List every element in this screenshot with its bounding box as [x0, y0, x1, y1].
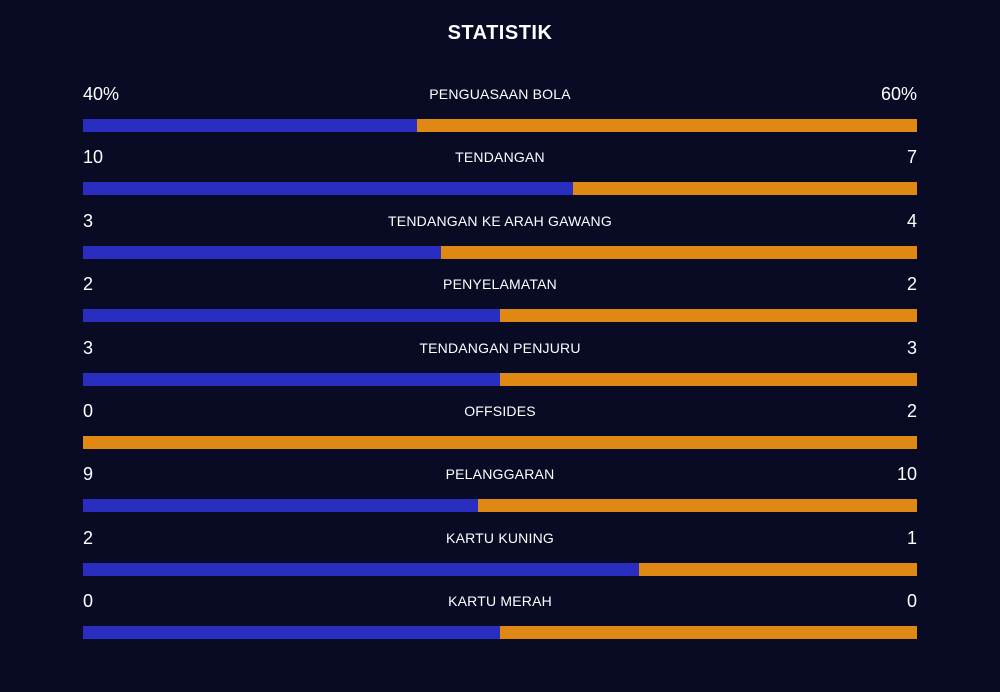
away-value: 1: [906, 527, 917, 548]
stat-label: KARTU MERAH: [448, 593, 552, 610]
away-value: 4: [906, 210, 917, 231]
home-value: 0: [83, 591, 94, 612]
comparison-bar: [83, 626, 917, 640]
away-value: 7: [906, 147, 917, 168]
home-value: 3: [83, 337, 94, 358]
stat-row-red-cards: 0 KARTU MERAH 0: [83, 587, 917, 650]
stat-row-possession: 40% PENGUASAAN BOLA 60%: [83, 80, 917, 143]
away-bar: [416, 119, 917, 132]
stat-label: PENYELAMATAN: [443, 276, 557, 293]
stat-row-offsides: 0 OFFSIDES 2: [83, 397, 917, 460]
home-bar: [83, 372, 500, 386]
comparison-bar: [83, 499, 917, 513]
home-bar: [83, 245, 441, 259]
page-title: STATISTIK: [447, 22, 553, 44]
away-value: 60%: [880, 84, 917, 104]
comparison-bar: [83, 562, 917, 576]
stat-row-shots-on-target: 3 TENDANGAN KE ARAH GAWANG 4: [83, 207, 917, 270]
home-value: 10: [83, 147, 104, 168]
stat-row-corners: 3 TENDANGAN PENJURU 3: [83, 334, 917, 397]
home-value: 2: [83, 274, 94, 295]
comparison-bar: [83, 119, 917, 132]
home-bar: [83, 562, 640, 576]
stat-row-shots: 10 TENDANGAN 7: [83, 143, 917, 206]
away-bar: [500, 626, 917, 640]
stat-label: TENDANGAN KE ARAH GAWANG: [388, 212, 612, 229]
away-bar: [440, 245, 917, 259]
home-value: 0: [83, 400, 94, 421]
home-value: 2: [83, 527, 94, 548]
away-bar: [639, 562, 917, 576]
away-value: 2: [906, 274, 917, 295]
stat-label: OFFSIDES: [464, 402, 536, 419]
away-value: 3: [906, 337, 917, 358]
away-value: 0: [906, 591, 917, 612]
comparison-bar: [83, 182, 917, 196]
stat-row-fouls: 9 PELANGGARAN 10: [83, 460, 917, 523]
stat-label: KARTU KUNING: [446, 529, 554, 546]
away-bar: [500, 372, 917, 386]
home-bar: [83, 182, 574, 196]
away-bar: [573, 182, 917, 196]
away-bar: [83, 435, 917, 449]
home-bar: [83, 309, 500, 323]
stat-label: PELANGGARAN: [445, 466, 555, 483]
comparison-bar: [83, 372, 917, 386]
stat-label: TENDANGAN: [455, 149, 545, 166]
stats-list: 40% PENGUASAAN BOLA 60% 10 TENDANGAN 7 3…: [83, 80, 917, 651]
stat-row-saves: 2 PENYELAMATAN 2: [83, 270, 917, 333]
away-bar: [478, 499, 917, 513]
home-bar: [83, 499, 479, 513]
away-value: 2: [906, 400, 917, 421]
stat-row-yellow-cards: 2 KARTU KUNING 1: [83, 524, 917, 587]
comparison-bar: [83, 245, 917, 259]
away-bar: [500, 309, 917, 323]
stat-label: PENGUASAAN BOLA: [429, 86, 571, 102]
home-value: 3: [83, 210, 94, 231]
stat-label: TENDANGAN PENJURU: [419, 339, 581, 356]
comparison-bar: [83, 435, 917, 449]
home-value: 40%: [83, 84, 120, 104]
away-value: 10: [896, 464, 917, 485]
home-value: 9: [83, 464, 94, 485]
home-bar: [83, 626, 500, 640]
home-bar: [83, 119, 417, 132]
comparison-bar: [83, 309, 917, 323]
